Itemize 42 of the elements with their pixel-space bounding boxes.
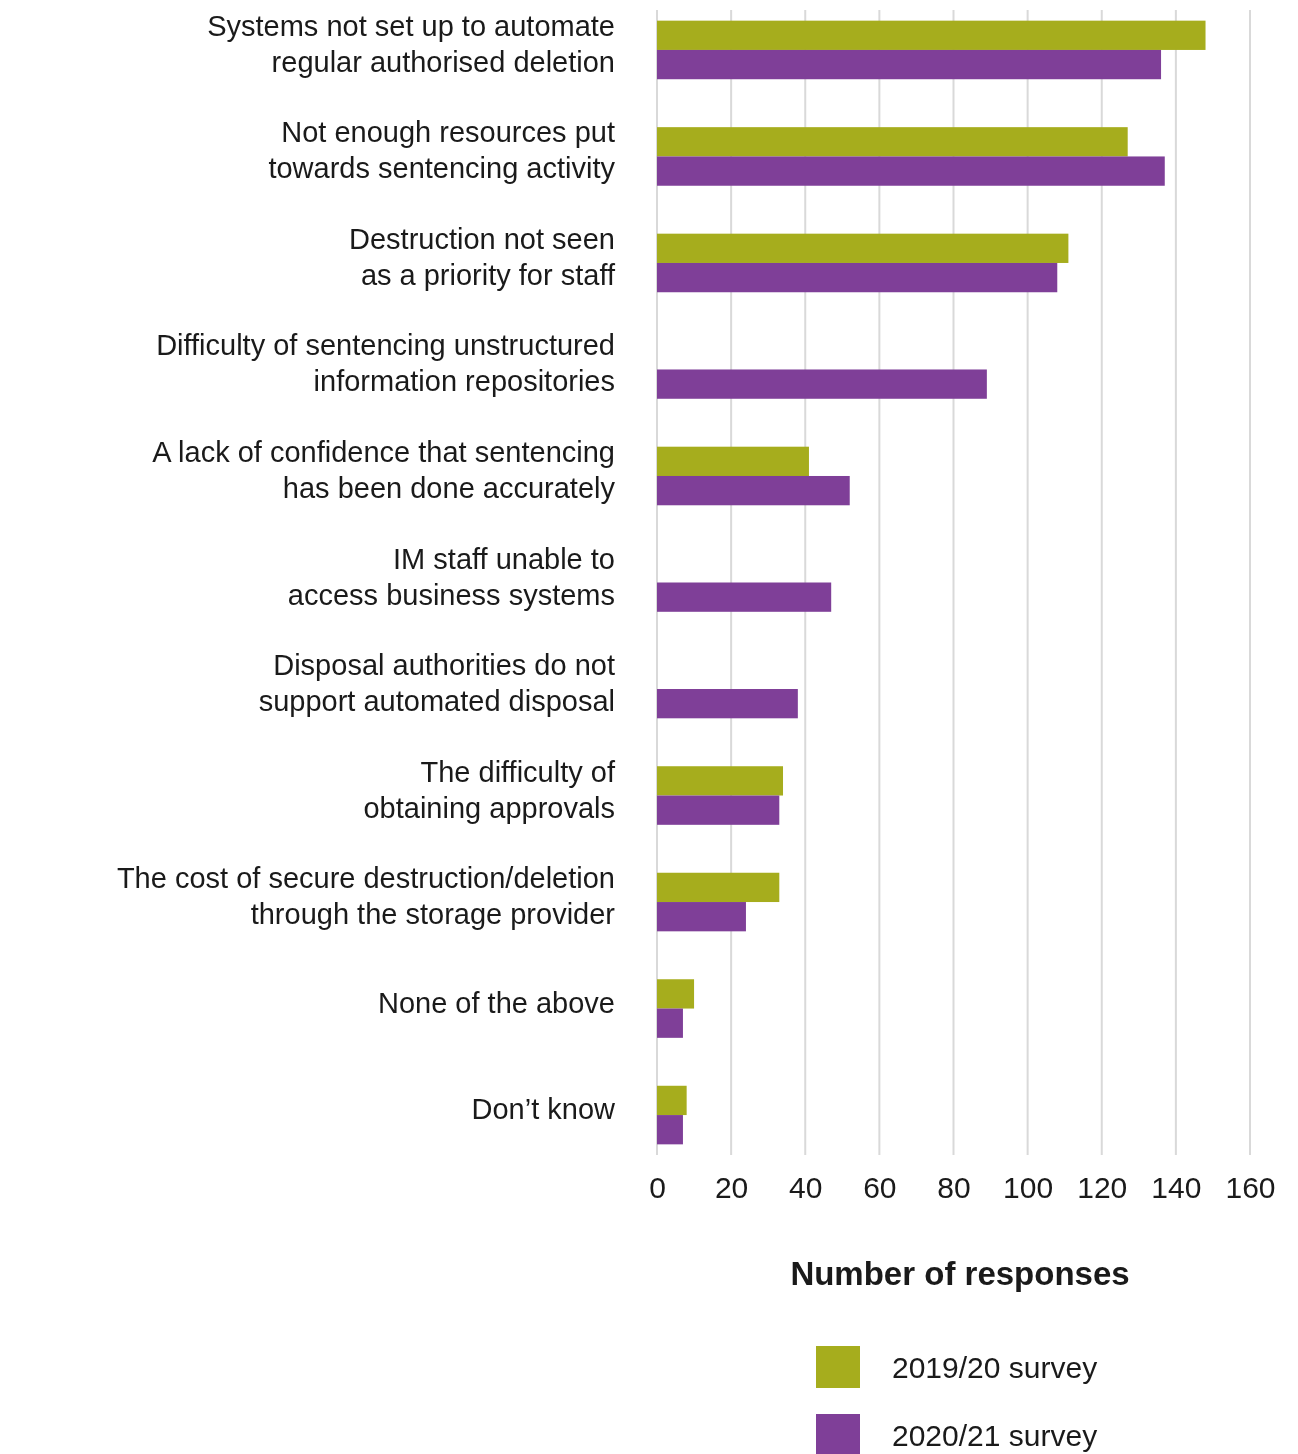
y-tick-label: Disposal authorities do not support automated disposal: [258, 649, 615, 718]
y-tick-label: Don’t know: [471, 1093, 617, 1126]
bar: [657, 872, 780, 903]
bar: [657, 766, 784, 796]
bar: [657, 1008, 683, 1038]
y-tick-label: Not enough resources put towards sentencing activity: [268, 116, 616, 185]
x-tick-label: 140: [1151, 1171, 1202, 1205]
x-tick-label: 60: [863, 1171, 897, 1205]
x-tick-label: 80: [937, 1171, 971, 1205]
bar: [657, 689, 798, 719]
legend-label: 2020/21 survey: [892, 1419, 1098, 1452]
bar: [657, 262, 1058, 293]
y-tick-label: None of the above: [377, 986, 615, 1019]
x-tick-label: 20: [714, 1171, 749, 1205]
y-tick-label: The difficulty of obtaining approvals: [363, 755, 616, 824]
bar: [657, 49, 1162, 80]
bar: [657, 902, 746, 932]
bar: [657, 1115, 683, 1145]
y-tick-label: Destruction not seen as a priority for staff: [349, 222, 616, 291]
bar: [657, 582, 832, 612]
x-axis-title: Number of responses: [790, 1255, 1130, 1292]
y-tick-label: A lack of confidence that sentencing has been done accurately: [152, 435, 616, 504]
x-tick-label: 0: [649, 1171, 666, 1205]
bar: [657, 1085, 687, 1116]
bar: [657, 475, 850, 506]
x-tick-label: 100: [1003, 1171, 1054, 1205]
y-tick-label: IM staff unable to access business systems: [287, 542, 615, 611]
y-tick-label: The cost of secure destruction/deletion through the storage provider: [116, 862, 616, 931]
bar: [657, 979, 695, 1009]
y-tick-label: Systems not set up to automate regular authorised deletion: [207, 9, 615, 78]
bar: [657, 795, 780, 825]
x-tick-label: 40: [789, 1171, 823, 1205]
y-tick-label: Difficulty of sentencing unstructured information repositories: [156, 329, 615, 398]
x-tick-label: 120: [1077, 1171, 1128, 1205]
legend-label: 2019/20 survey: [892, 1351, 1098, 1384]
bar: [657, 20, 1206, 50]
bar: [657, 446, 809, 476]
x-tick-label: 160: [1225, 1171, 1276, 1205]
bar: [657, 369, 987, 399]
bar: [657, 156, 1165, 186]
bar: [657, 233, 1069, 263]
bar: [657, 127, 1128, 157]
